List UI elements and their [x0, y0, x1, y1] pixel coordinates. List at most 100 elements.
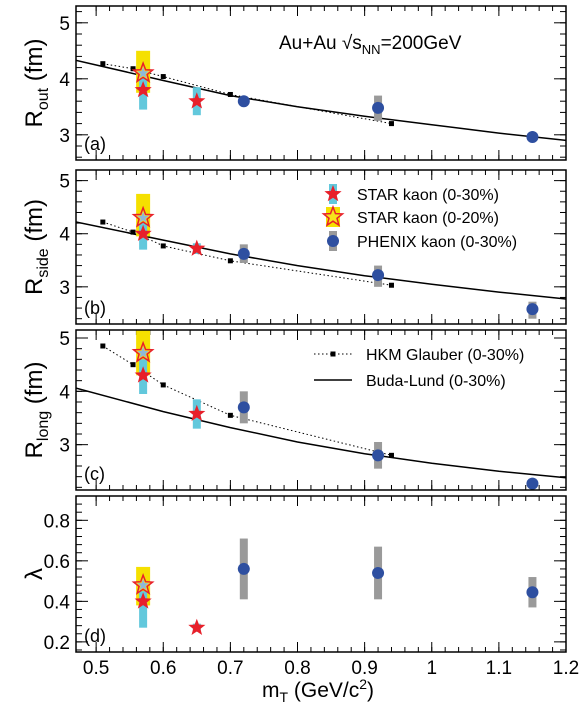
x-tick-label: 0.7	[217, 658, 243, 679]
y-axis-label-main: R	[21, 110, 48, 127]
y-axis-label-main: λ	[21, 568, 48, 580]
collision-system: Au+Au	[279, 33, 337, 54]
hkm-glauber-point	[388, 121, 394, 127]
y-axis-label-sub: out	[35, 87, 52, 110]
phenix-kaon-point	[526, 303, 539, 316]
y-axis-label: λ	[21, 568, 48, 580]
legend-hkm-marker	[330, 351, 336, 357]
buda-lund-curve	[76, 387, 566, 479]
star-0-30-point	[188, 618, 206, 635]
panel-tag: (b)	[84, 298, 106, 318]
collision-energy-sub: NN	[362, 42, 381, 57]
buda-lund-curve	[76, 221, 566, 300]
plot-area-c	[76, 330, 566, 490]
y-tick-label: 0.2	[44, 633, 70, 654]
y-tick-label: 5	[59, 172, 70, 193]
panel-frame	[75, 329, 567, 491]
y-axis-label-unit: (fm)	[21, 362, 48, 411]
x-axis-label-sub: T	[279, 689, 288, 705]
panel-c: 3 4 5 Rlong (fm) (c)	[21, 329, 567, 491]
panel-d: 0.2 0.4 0.6 0.8 λ (d)	[21, 495, 567, 654]
hkm-glauber-point	[100, 343, 106, 349]
panel-a: 3 4 5 Rout (fm) (a)	[21, 5, 567, 161]
hkm-glauber-point	[388, 452, 394, 458]
star-0-30-point	[188, 92, 206, 109]
star-0-30-point	[188, 404, 206, 421]
y-tick-label: 0.4	[44, 592, 71, 613]
star-0-30-point	[188, 239, 206, 256]
panel-frame	[75, 5, 567, 161]
collision-energy-value: =200GeV	[381, 33, 462, 54]
y-tick-label: 0.8	[44, 511, 70, 532]
hkm-glauber-point	[227, 412, 233, 418]
panel-tag: (a)	[84, 134, 106, 154]
star-0-30-point	[134, 224, 152, 241]
x-tick-label: 1	[426, 658, 437, 679]
hkm-glauber-point	[100, 61, 106, 67]
y-tick-label: 0.6	[44, 552, 70, 573]
hkm-glauber-point	[160, 382, 166, 388]
y-axis-label: Rout (fm)	[21, 39, 52, 128]
panel-frame	[75, 169, 567, 325]
x-tick-label: 0.8	[284, 658, 310, 679]
star-0-30-point	[134, 592, 152, 609]
x-axis-label-close: )	[367, 679, 374, 702]
y-axis-label-unit: (fm)	[21, 199, 48, 248]
phenix-kaon-point	[372, 269, 385, 282]
hkm-glauber-point	[130, 362, 136, 368]
collision-label: Au+Au √sNN=200GeV	[279, 33, 462, 57]
x-tick-label: 1.1	[486, 658, 512, 679]
hkm-glauber-point	[388, 282, 394, 288]
plot-area-a	[76, 50, 566, 144]
star-0-20-point-inner	[137, 579, 149, 590]
star-0-20-point-inner	[137, 211, 149, 223]
star-0-20-point-inner	[137, 346, 149, 358]
hkm-glauber-point	[100, 219, 106, 225]
legend-label: STAR kaon (0-20%)	[357, 210, 499, 227]
legend-star-0-30-marker	[324, 185, 342, 202]
plot-area-b	[76, 193, 566, 319]
x-tick-label: 1.2	[553, 658, 579, 679]
panel-tag: (d)	[84, 626, 106, 646]
panel-b: 3 4 5 Rside (fm) (b)	[21, 169, 567, 325]
plot-area-d	[131, 538, 539, 635]
x-axis-label: mT (GeV/c2)	[262, 676, 374, 705]
y-tick-label: 3	[59, 278, 70, 299]
phenix-kaon-point	[526, 477, 539, 490]
y-axis-label: Rside (fm)	[21, 199, 52, 295]
x-axis-label-unit: (GeV/c	[288, 679, 359, 702]
star-0-30-point	[134, 366, 152, 383]
legend-label: STAR kaon (0-30%)	[357, 187, 499, 204]
x-axis-label-main: m	[262, 679, 280, 702]
hkm-glauber-curve	[102, 63, 392, 125]
collision-energy-sqrt: √s	[342, 33, 362, 54]
y-tick-label: 4	[59, 70, 70, 91]
star-0-30-point	[134, 81, 152, 98]
y-axis-label-sub: side	[35, 248, 52, 277]
y-axis-label-unit: (fm)	[21, 39, 48, 88]
x-axis-label-sup: 2	[359, 676, 367, 692]
star-0-30-syst-band	[139, 591, 148, 628]
phenix-kaon-point	[237, 562, 250, 575]
phenix-kaon-point	[372, 449, 385, 462]
y-axis-label: Rlong (fm)	[21, 362, 52, 459]
hkm-glauber-point	[227, 258, 233, 264]
phenix-kaon-point	[372, 101, 385, 114]
x-tick-label: 0.6	[150, 658, 176, 679]
y-tick-label: 4	[59, 225, 70, 246]
y-tick-label: 5	[59, 14, 70, 35]
phenix-kaon-point	[526, 131, 539, 144]
legend-label: PHENIX kaon (0-30%)	[357, 234, 517, 251]
y-tick-label: 3	[59, 126, 70, 147]
x-tick-label: 0.5	[83, 658, 109, 679]
y-axis-label-main: R	[21, 441, 48, 458]
y-tick-label: 4	[59, 382, 70, 403]
phenix-kaon-point	[237, 247, 250, 260]
phenix-kaon-point	[372, 566, 385, 579]
panel-tag: (c)	[84, 464, 105, 484]
legend-label: Buda-Lund (0-30%)	[366, 373, 506, 390]
y-axis-label-main: R	[21, 278, 48, 295]
x-tick-label: 0.9	[351, 658, 377, 679]
